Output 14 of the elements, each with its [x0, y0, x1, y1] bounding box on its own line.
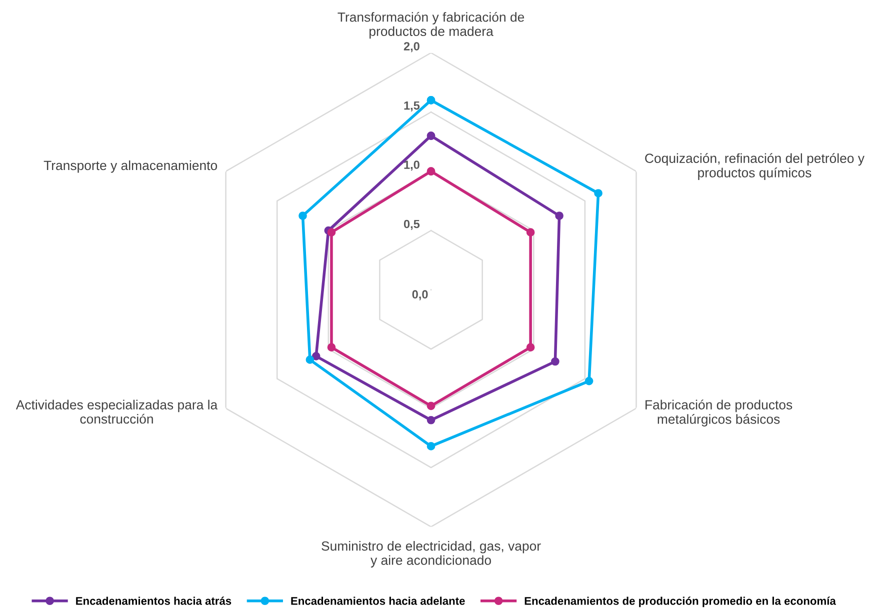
y-tick-label: 2,0 — [404, 42, 420, 52]
y-tick-label: 0,0 — [412, 290, 428, 300]
spoke-label: Actividades especializadas para la construcción — [16, 400, 218, 424]
spoke-label: Suministro de electricidad, gas, vapor y aire acondicionado — [322, 541, 541, 568]
spoke-label: Coquización, refinación del petróleo y productos químicos — [645, 153, 864, 180]
y-tick-label: 1,5 — [404, 101, 420, 112]
spoke-label: Fabricación de productos metalúrgicos básicos — [646, 400, 792, 426]
y-tick-label: 1,0 — [404, 160, 420, 171]
y-tick-label: 0,5 — [404, 220, 420, 230]
spoke-label: Transporte y almacenamiento — [44, 160, 218, 173]
spoke-label: Transformación y fabricación de productos de madera — [338, 12, 524, 39]
legend-label: Encadenamientos hacia atrás — [76, 596, 232, 605]
legend-label: Encadenamientos hacia adelante — [291, 596, 465, 605]
legend-label: Encadenamientos de producción promedio en la economía — [524, 596, 836, 608]
